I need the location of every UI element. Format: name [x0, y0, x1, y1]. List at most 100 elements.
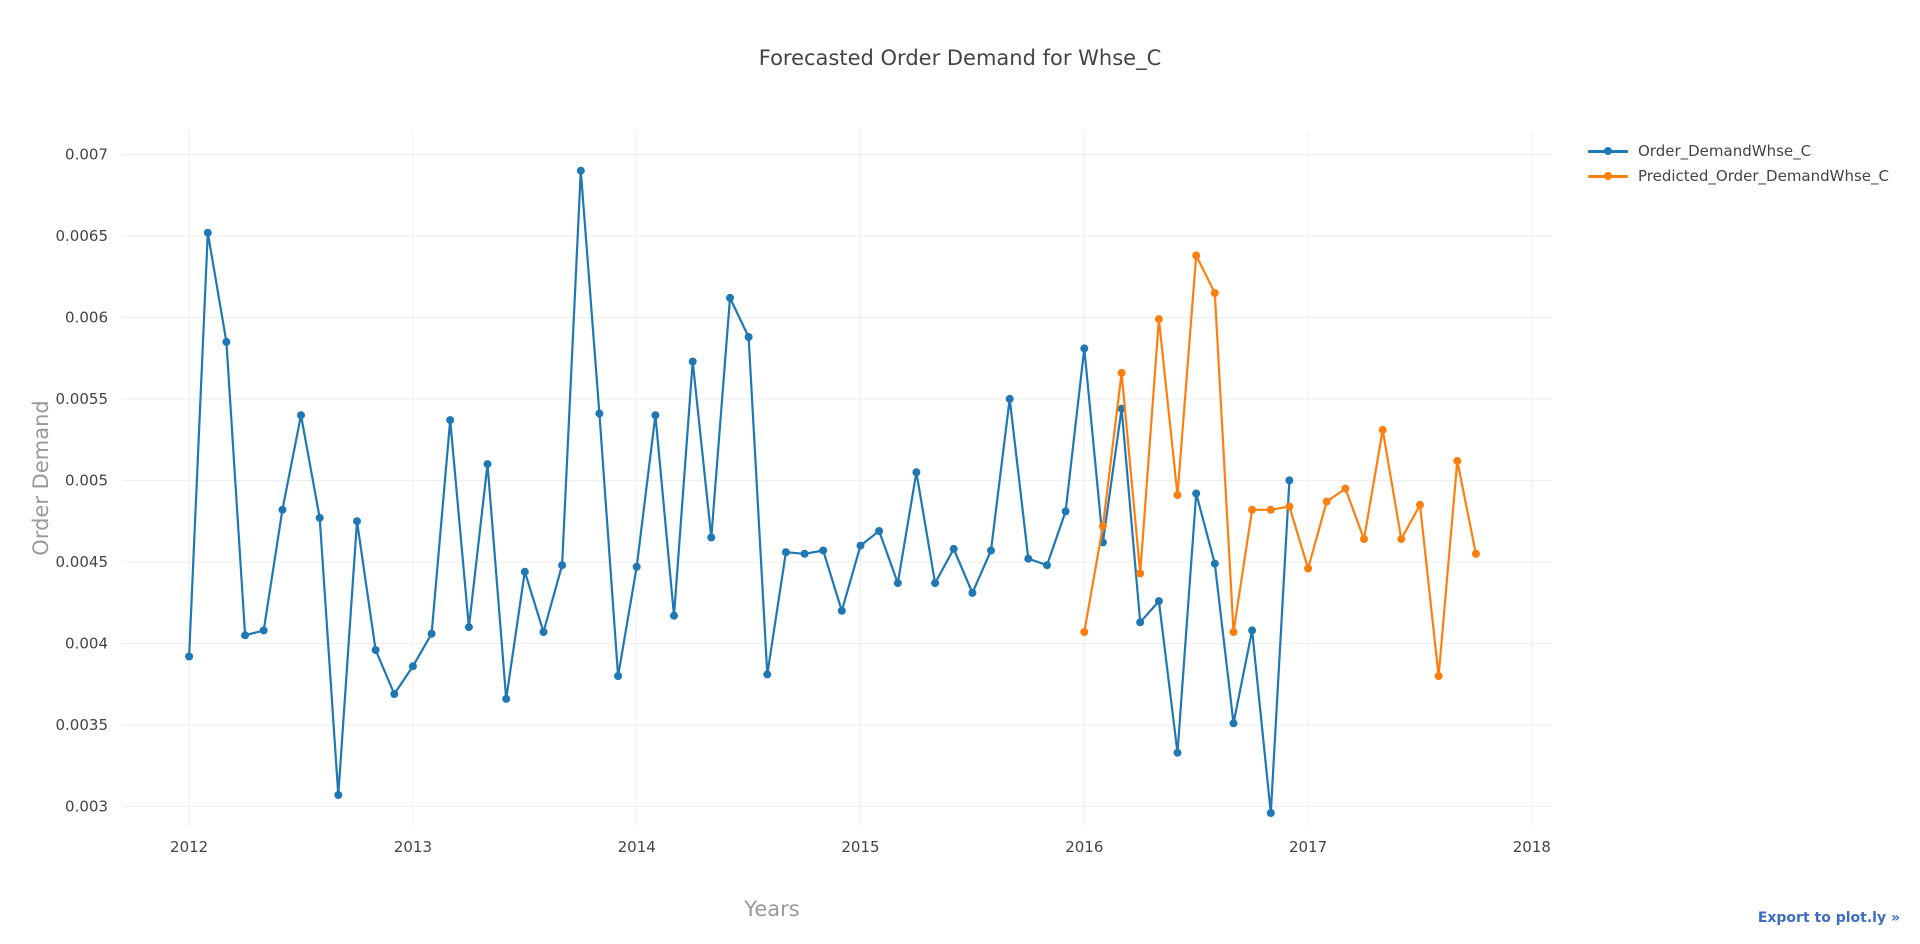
data-point[interactable] — [1005, 394, 1014, 403]
chart-title: Forecasted Order Demand for Whse_C — [758, 46, 1162, 70]
data-point[interactable] — [837, 606, 846, 615]
data-point[interactable] — [408, 662, 417, 671]
data-point[interactable] — [1173, 491, 1182, 500]
data-point[interactable] — [1080, 628, 1089, 636]
series-lines — [185, 166, 1480, 817]
data-point[interactable] — [688, 357, 697, 366]
data-point[interactable] — [1210, 559, 1219, 568]
data-point[interactable] — [520, 567, 529, 576]
legend-item-order-demand[interactable]: Order_DemandWhse_C — [1586, 138, 1889, 163]
data-point[interactable] — [539, 628, 548, 636]
export-link[interactable]: Export to plot.ly » — [1757, 910, 1900, 926]
legend-item-predicted-order-demand[interactable]: Predicted_Order_DemandWhse_C — [1586, 163, 1889, 188]
data-point[interactable] — [912, 468, 921, 477]
data-point[interactable] — [1266, 809, 1275, 817]
data-point[interactable] — [614, 672, 623, 680]
data-point[interactable] — [1210, 289, 1219, 297]
x-axis-title: Years — [743, 897, 799, 921]
grid — [122, 130, 1552, 826]
data-point[interactable] — [1248, 505, 1257, 514]
data-point[interactable] — [1248, 626, 1257, 635]
data-point[interactable] — [1341, 484, 1350, 493]
data-point[interactable] — [1434, 672, 1443, 680]
data-point[interactable] — [353, 517, 361, 526]
data-point[interactable] — [1043, 561, 1051, 570]
data-point[interactable] — [707, 533, 716, 542]
data-point[interactable] — [987, 546, 995, 555]
data-point[interactable] — [1192, 251, 1201, 260]
data-point[interactable] — [1285, 476, 1294, 485]
x-axis-ticks: 2012 2013 2014 2015 2016 2017 2018 — [170, 838, 1551, 856]
data-point[interactable] — [1117, 368, 1126, 377]
data-point[interactable] — [371, 646, 380, 654]
data-point[interactable] — [1229, 628, 1238, 636]
data-point[interactable] — [1229, 719, 1238, 728]
data-point[interactable] — [315, 513, 324, 522]
data-point[interactable] — [1266, 505, 1275, 514]
data-point[interactable] — [222, 337, 231, 346]
data-point[interactable] — [819, 546, 828, 555]
data-point[interactable] — [931, 579, 940, 588]
data-point[interactable] — [1416, 500, 1424, 509]
data-point[interactable] — [875, 527, 884, 535]
data-point[interactable] — [670, 611, 678, 620]
data-point[interactable] — [1322, 497, 1331, 506]
y-tick-label: 0.0065 — [56, 227, 109, 245]
data-point[interactable] — [800, 549, 809, 558]
data-point[interactable] — [968, 588, 977, 597]
y-tick-label: 0.006 — [65, 308, 108, 326]
data-point[interactable] — [1154, 315, 1163, 324]
x-tick-label: 2013 — [394, 838, 432, 856]
legend-label-predicted-order-demand: Predicted_Order_DemandWhse_C — [1638, 166, 1890, 185]
data-point[interactable] — [1061, 507, 1070, 516]
data-point[interactable] — [744, 333, 753, 341]
data-point[interactable] — [446, 416, 455, 425]
data-point[interactable] — [595, 409, 604, 418]
data-point[interactable] — [1471, 549, 1480, 558]
data-point[interactable] — [203, 228, 212, 237]
data-point[interactable] — [726, 293, 734, 302]
data-point[interactable] — [1192, 489, 1201, 498]
data-point[interactable] — [576, 166, 585, 175]
data-point[interactable] — [483, 460, 492, 469]
data-point[interactable] — [558, 561, 567, 570]
data-point[interactable] — [1397, 535, 1406, 544]
x-tick-label: 2014 — [618, 838, 656, 856]
y-tick-label: 0.0055 — [56, 390, 109, 408]
data-point[interactable] — [1453, 456, 1462, 465]
data-point[interactable] — [632, 562, 641, 571]
data-point[interactable] — [1080, 344, 1089, 353]
data-point[interactable] — [390, 690, 399, 698]
data-point[interactable] — [464, 623, 473, 632]
data-point[interactable] — [893, 579, 902, 588]
data-point[interactable] — [949, 544, 958, 553]
data-point[interactable] — [185, 652, 194, 661]
data-point[interactable] — [1098, 522, 1107, 531]
data-point[interactable] — [427, 629, 436, 638]
data-point[interactable] — [1304, 564, 1313, 573]
data-point[interactable] — [1173, 748, 1182, 757]
data-point[interactable] — [1154, 597, 1163, 606]
data-point[interactable] — [1285, 502, 1294, 511]
data-point[interactable] — [1136, 569, 1145, 578]
data-point[interactable] — [763, 670, 772, 679]
data-point[interactable] — [1360, 535, 1368, 544]
data-point[interactable] — [1024, 554, 1033, 563]
data-point[interactable] — [334, 791, 343, 799]
data-point[interactable] — [259, 626, 268, 635]
data-point[interactable] — [1136, 618, 1145, 627]
data-point[interactable] — [297, 411, 305, 420]
legend: Order_DemandWhse_C Predicted_Order_Deman… — [1586, 138, 1889, 188]
data-point[interactable] — [1378, 425, 1387, 434]
data-point[interactable] — [278, 505, 287, 514]
data-point[interactable] — [1117, 404, 1126, 413]
data-point[interactable] — [502, 694, 511, 703]
data-point[interactable] — [781, 548, 790, 557]
data-point[interactable] — [856, 541, 865, 550]
data-point[interactable] — [241, 631, 250, 640]
y-tick-label: 0.007 — [65, 145, 108, 163]
y-axis-title: Order Demand — [29, 400, 53, 555]
data-point[interactable] — [651, 411, 660, 420]
